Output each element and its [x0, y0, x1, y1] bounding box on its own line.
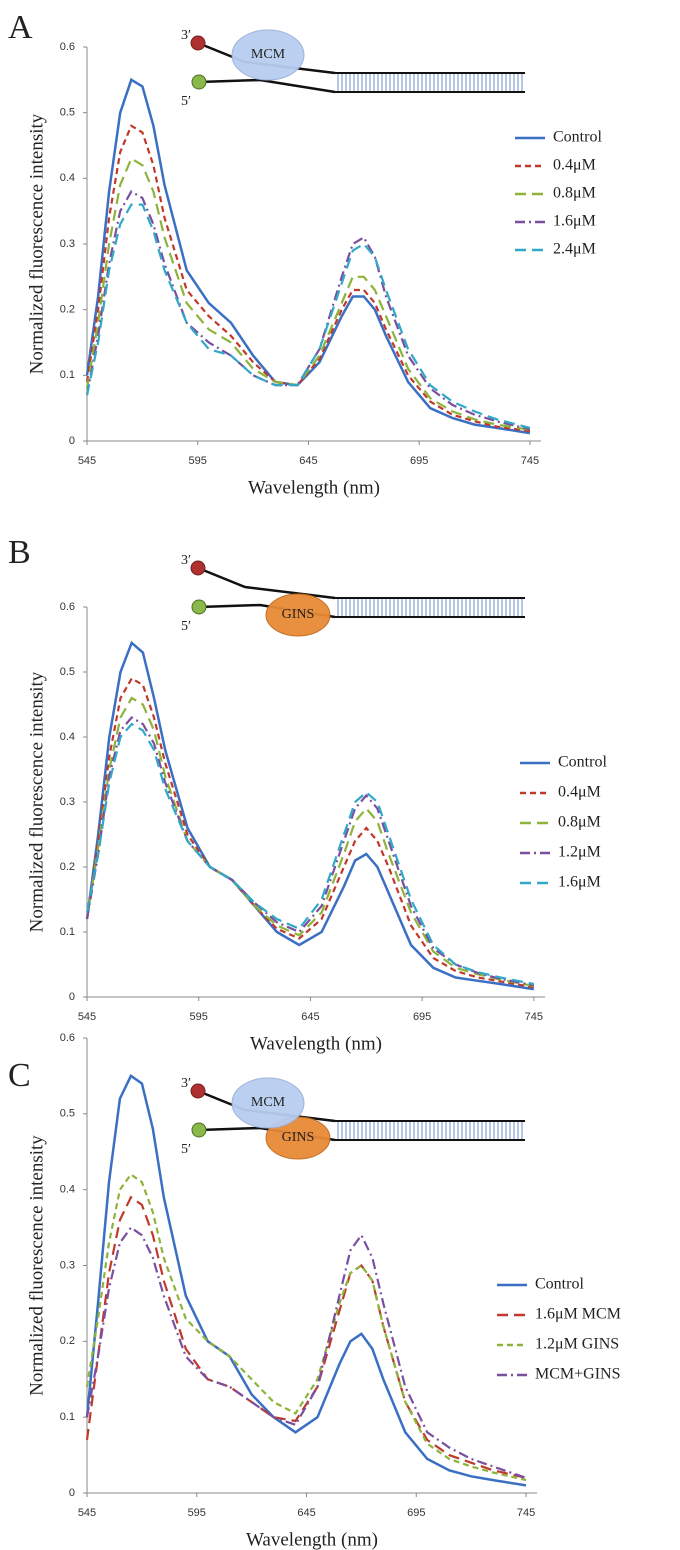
- y-axis-label: Normalized fluorescence intensity: [26, 1135, 47, 1396]
- x-axis-label: Wavelength (nm): [248, 477, 380, 498]
- y-tick-label: 0.4: [60, 1184, 75, 1196]
- y-tick-label: 0.1: [60, 926, 75, 938]
- legend-label: 2.4μM: [553, 241, 596, 258]
- x-tick-label: 745: [525, 1011, 543, 1023]
- legend-label: Control: [558, 754, 607, 771]
- y-tick-label: 0.3: [60, 238, 75, 250]
- protein-label: MCM: [251, 47, 286, 62]
- series-line: [85, 1172, 527, 1482]
- x-tick-label: 545: [78, 455, 96, 467]
- series-line: [85, 157, 531, 431]
- protein: [265, 593, 331, 637]
- legend-label: 1.2μM GINS: [535, 1336, 619, 1353]
- strand-label: 3′: [181, 28, 191, 43]
- y-tick-label: 0.4: [60, 172, 75, 184]
- x-axis-label: Wavelength (nm): [250, 1033, 382, 1054]
- protein: [231, 29, 305, 81]
- fluorophore-5: [191, 74, 207, 90]
- series-line: [85, 640, 534, 991]
- y-tick-label: 0.5: [60, 107, 75, 119]
- x-tick-label: 645: [299, 455, 317, 467]
- x-tick-label: 595: [190, 1011, 208, 1023]
- strand-label: 3′: [181, 1076, 191, 1091]
- legend-label: 0.8μM: [558, 814, 601, 831]
- series-line: [85, 189, 531, 431]
- series-line: [85, 696, 535, 988]
- legend-label: MCM+GINS: [535, 1366, 620, 1383]
- y-tick-label: 0.2: [60, 304, 75, 316]
- y-tick-label: 0.6: [60, 1032, 75, 1044]
- y-tick-label: 0.4: [60, 731, 75, 743]
- series-line: [85, 1226, 527, 1479]
- series-line: [85, 203, 531, 429]
- series-line: [85, 676, 534, 989]
- fluorophore-3: [190, 1083, 206, 1099]
- y-tick-label: 0.1: [60, 369, 75, 381]
- x-tick-label: 645: [301, 1011, 319, 1023]
- panel-label: B: [8, 534, 31, 571]
- legend-label: 1.2μM: [558, 844, 601, 861]
- x-tick-label: 595: [188, 1507, 206, 1519]
- strand-label: 5′: [181, 94, 191, 109]
- protein-label: MCM: [251, 1095, 286, 1110]
- panel-label: A: [8, 9, 33, 46]
- y-axis-label: Normalized fluorescence intensity: [26, 671, 47, 932]
- series-line: [85, 77, 531, 435]
- series-line: [85, 1195, 527, 1479]
- y-tick-label: 0.5: [60, 666, 75, 678]
- fluorophore-5: [191, 1122, 207, 1138]
- legend-label: 0.4μM: [558, 784, 601, 801]
- x-tick-label: 745: [517, 1507, 535, 1519]
- protein: [231, 1077, 305, 1129]
- y-tick-label: 0.1: [60, 1411, 75, 1423]
- y-tick-label: 0.2: [60, 1335, 75, 1347]
- fluorophore-5: [191, 599, 207, 615]
- legend-label: 1.6μM MCM: [535, 1306, 621, 1323]
- y-tick-label: 0.6: [60, 601, 75, 613]
- y-tick-label: 0.2: [60, 861, 75, 873]
- x-tick-label: 695: [413, 1011, 431, 1023]
- y-tick-label: 0: [69, 991, 75, 1003]
- x-tick-label: 545: [78, 1011, 96, 1023]
- fluorophore-3: [190, 560, 206, 576]
- strand-label: 5′: [181, 1142, 191, 1157]
- x-tick-label: 595: [189, 455, 207, 467]
- legend-label: Control: [553, 129, 602, 146]
- y-tick-label: 0.3: [60, 796, 75, 808]
- dna-strand: [198, 78, 336, 94]
- y-axis-label: Normalized fluorescence intensity: [26, 113, 47, 374]
- legend-label: 0.8μM: [553, 185, 596, 202]
- y-tick-label: 0: [69, 1487, 75, 1499]
- protein-label: GINS: [282, 607, 315, 622]
- panel-label: C: [8, 1057, 31, 1094]
- y-tick-label: 0.3: [60, 1259, 75, 1271]
- y-tick-label: 0.5: [60, 1108, 75, 1120]
- x-tick-label: 645: [297, 1507, 315, 1519]
- x-tick-label: 695: [410, 455, 428, 467]
- protein-label: GINS: [282, 1130, 315, 1145]
- x-axis-label: Wavelength (nm): [246, 1529, 378, 1550]
- legend-label: 1.6μM: [553, 213, 596, 230]
- y-tick-label: 0.6: [60, 41, 75, 53]
- dna-strand: [197, 566, 336, 600]
- strand-label: 5′: [181, 619, 191, 634]
- legend-label: 1.6μM: [558, 874, 601, 891]
- legend-label: 0.4μM: [553, 157, 596, 174]
- series-line: [85, 722, 535, 986]
- x-tick-label: 695: [407, 1507, 425, 1519]
- legend-label: Control: [535, 1276, 584, 1293]
- fluorophore-3: [190, 35, 206, 51]
- x-tick-label: 545: [78, 1507, 96, 1519]
- series-line: [85, 124, 531, 433]
- series-line: [85, 716, 535, 987]
- strand-label: 3′: [181, 553, 191, 568]
- series-line: [85, 1074, 527, 1487]
- y-tick-label: 0: [69, 435, 75, 447]
- x-tick-label: 745: [521, 455, 539, 467]
